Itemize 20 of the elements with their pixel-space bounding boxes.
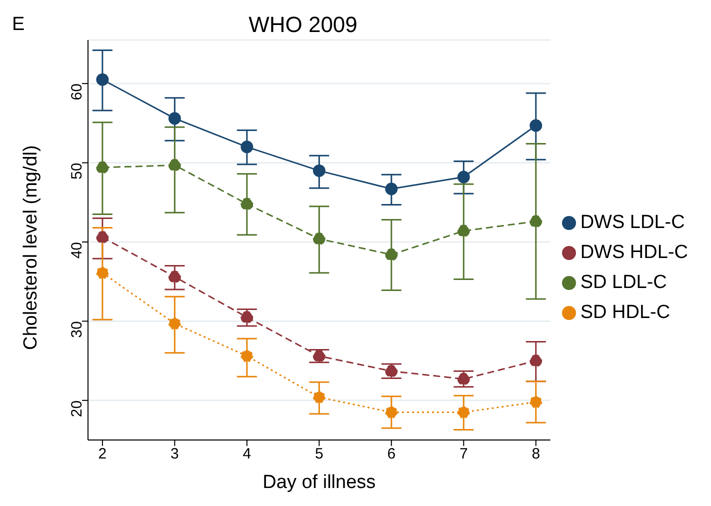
x-tick-label: 2 [98,446,107,463]
y-tick-label: 60 [68,84,86,100]
x-tick-label: 4 [242,446,252,463]
y-axis-title: Cholesterol level (mg/dl) [20,145,42,350]
text: E [12,14,25,36]
x-tick-label: 5 [314,446,324,463]
legend-label: SD HDL-C [580,302,670,323]
x-tick-label: 7 [459,446,468,463]
chart-title: WHO 2009 [248,12,358,38]
x-tick-label: 3 [170,446,179,463]
legend-label: SD LDL-C [580,272,667,293]
y-tick-label: 20 [68,400,86,418]
x-axis-title: Day of illness [262,472,376,493]
legend-label: DWS LDL-C [580,212,685,233]
y-tick-label: 30 [68,321,86,338]
y-tick-label: 50 [68,162,86,180]
legend-label: DWS HDL-C [580,242,688,263]
y-tick-label: 40 [68,242,86,259]
x-tick-label: 8 [532,446,540,463]
x-tick-label: 6 [387,446,396,463]
